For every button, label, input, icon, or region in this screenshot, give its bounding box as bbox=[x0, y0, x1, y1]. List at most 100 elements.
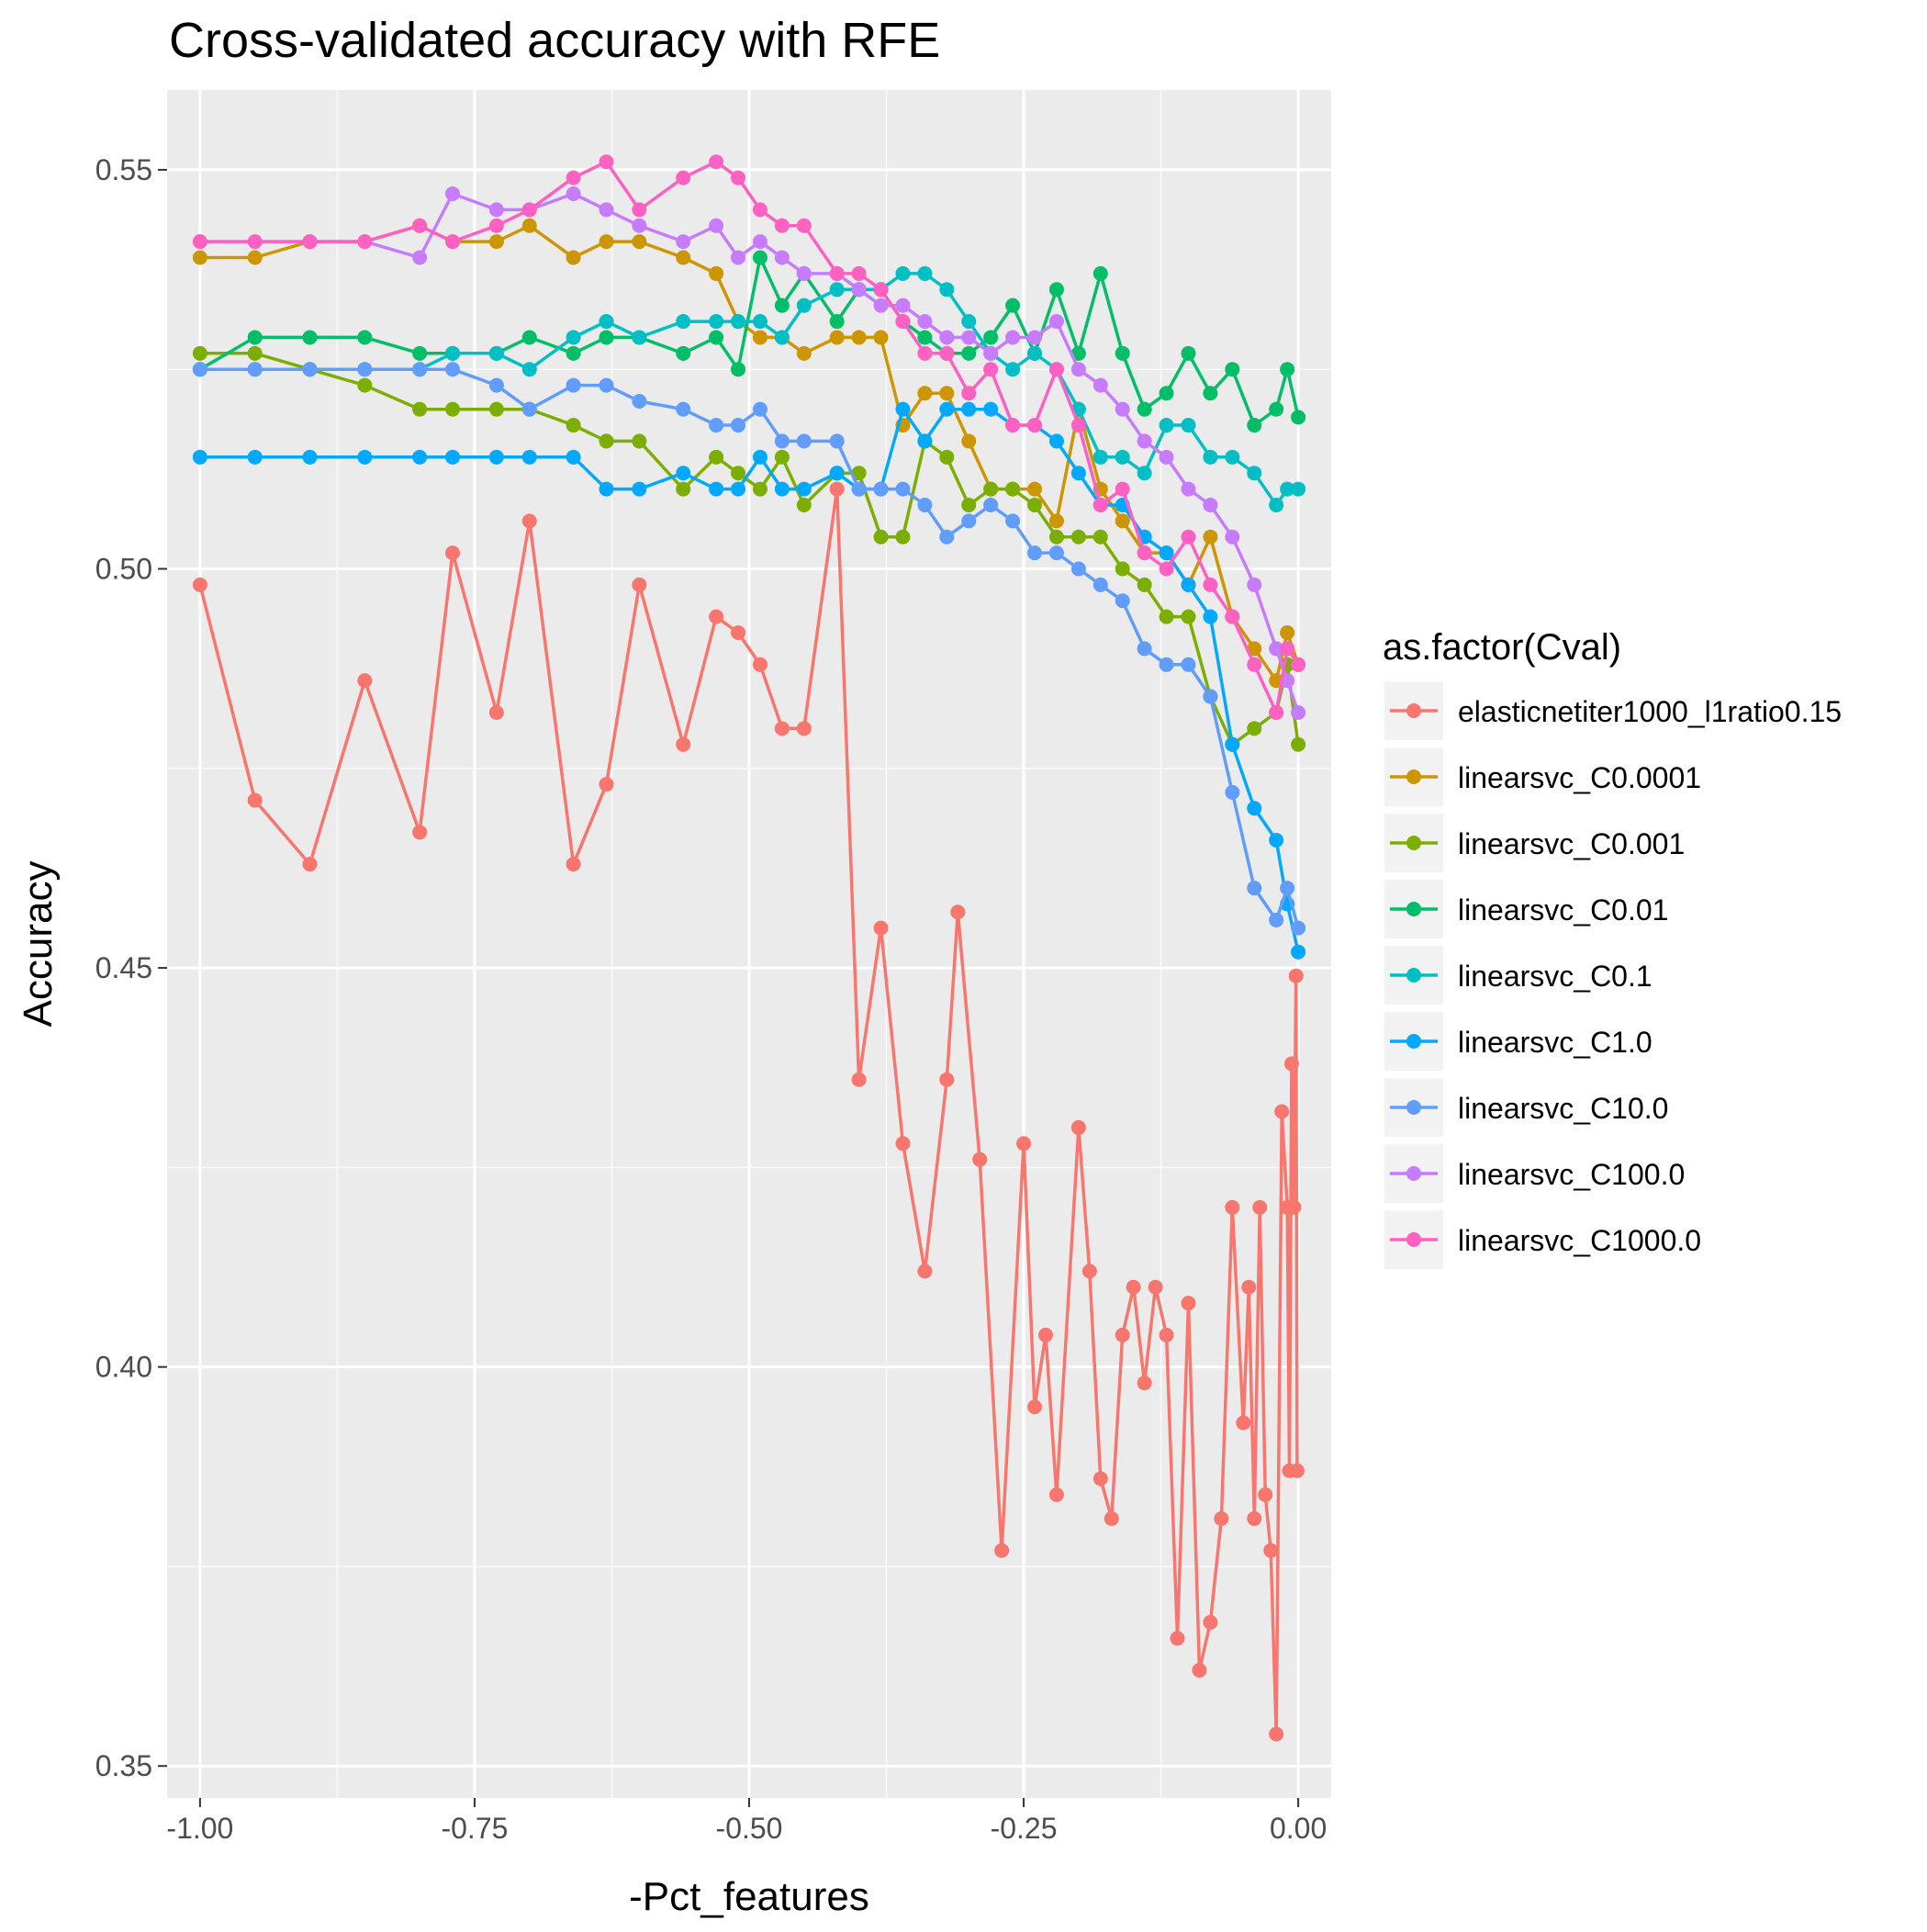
data-point bbox=[829, 330, 845, 345]
data-point bbox=[983, 345, 999, 361]
series-linearsvc_C10.0 bbox=[192, 362, 1306, 936]
data-point bbox=[1181, 657, 1196, 672]
legend-key-point bbox=[1406, 836, 1421, 850]
legend-label: linearsvc_C0.01 bbox=[1458, 893, 1668, 927]
data-point bbox=[774, 449, 790, 465]
data-point bbox=[851, 1072, 867, 1087]
data-point bbox=[939, 386, 955, 401]
data-point bbox=[521, 401, 537, 417]
data-point bbox=[917, 345, 933, 361]
data-point bbox=[1247, 577, 1262, 592]
data-point bbox=[488, 377, 504, 393]
data-point bbox=[247, 449, 263, 465]
data-point bbox=[412, 218, 428, 233]
data-point bbox=[1247, 721, 1262, 736]
data-point bbox=[961, 314, 977, 330]
data-point bbox=[1005, 418, 1021, 433]
data-point bbox=[731, 362, 746, 377]
data-point bbox=[873, 529, 889, 545]
data-point bbox=[731, 625, 746, 641]
data-point bbox=[1092, 1471, 1108, 1487]
data-point bbox=[1137, 545, 1152, 561]
data-point bbox=[1137, 466, 1152, 481]
data-point bbox=[983, 497, 999, 512]
data-point bbox=[895, 529, 911, 545]
data-point bbox=[1247, 641, 1262, 657]
data-point bbox=[1225, 449, 1240, 465]
data-point bbox=[895, 401, 911, 417]
data-point bbox=[774, 250, 790, 265]
data-point bbox=[752, 481, 767, 497]
data-point bbox=[599, 234, 614, 250]
data-point bbox=[917, 386, 933, 401]
data-point bbox=[1236, 1415, 1251, 1431]
data-point bbox=[1291, 944, 1306, 960]
data-point bbox=[994, 1543, 1010, 1558]
data-point bbox=[1070, 345, 1086, 361]
data-point bbox=[983, 481, 999, 497]
data-point bbox=[709, 265, 724, 281]
data-point bbox=[445, 401, 461, 417]
data-point bbox=[599, 481, 614, 497]
data-point bbox=[895, 265, 911, 281]
x-tick-label: 0.00 bbox=[1270, 1812, 1327, 1845]
data-point bbox=[445, 449, 461, 465]
data-point bbox=[1115, 449, 1130, 465]
legend-title: as.factor(Cval) bbox=[1383, 627, 1621, 668]
data-point bbox=[829, 265, 845, 281]
data-point bbox=[302, 857, 318, 872]
data-point bbox=[1092, 577, 1108, 592]
data-point bbox=[357, 362, 373, 377]
legend-label: linearsvc_C100.0 bbox=[1458, 1158, 1685, 1191]
data-point bbox=[192, 345, 207, 361]
data-point bbox=[829, 314, 845, 330]
data-point bbox=[796, 218, 812, 233]
data-point bbox=[1027, 330, 1043, 345]
data-point bbox=[247, 250, 263, 265]
data-point bbox=[357, 673, 373, 689]
data-point bbox=[731, 481, 746, 497]
data-point bbox=[632, 433, 647, 449]
data-point bbox=[1280, 362, 1295, 377]
data-point bbox=[1181, 577, 1196, 592]
data-point bbox=[939, 345, 955, 361]
data-point bbox=[774, 330, 790, 345]
legend-label: linearsvc_C10.0 bbox=[1458, 1092, 1668, 1125]
data-point bbox=[1159, 657, 1174, 672]
data-point bbox=[1181, 345, 1196, 361]
data-point bbox=[1181, 418, 1196, 433]
data-point bbox=[1027, 481, 1043, 497]
legend-item: linearsvc_C0.0001 bbox=[1384, 747, 1701, 806]
data-point bbox=[1070, 418, 1086, 433]
data-point bbox=[1005, 481, 1021, 497]
data-point bbox=[1286, 1199, 1302, 1215]
data-point bbox=[851, 282, 867, 298]
data-point bbox=[1289, 1463, 1305, 1478]
data-point bbox=[731, 314, 746, 330]
legend: as.factor(Cval) elasticnetiter1000_l1rat… bbox=[1383, 627, 1842, 1269]
data-point bbox=[829, 282, 845, 298]
data-point bbox=[1126, 1279, 1141, 1295]
data-point bbox=[917, 265, 933, 281]
data-point bbox=[1269, 704, 1284, 720]
data-point bbox=[895, 481, 911, 497]
data-point bbox=[1269, 497, 1284, 512]
data-point bbox=[1247, 881, 1262, 896]
data-point bbox=[709, 449, 724, 465]
data-point bbox=[1159, 561, 1174, 577]
data-point bbox=[1225, 736, 1240, 752]
data-point bbox=[774, 433, 790, 449]
data-point bbox=[1291, 736, 1306, 752]
series-elasticnetiter1000_l1ratio0.15 bbox=[192, 481, 1305, 1742]
data-point bbox=[1203, 689, 1218, 704]
data-point bbox=[357, 234, 373, 250]
data-point bbox=[1247, 418, 1262, 433]
data-point bbox=[709, 314, 724, 330]
data-point bbox=[939, 449, 955, 465]
data-point bbox=[1283, 1056, 1299, 1072]
data-point bbox=[851, 265, 867, 281]
data-point bbox=[709, 418, 724, 433]
data-point bbox=[357, 330, 373, 345]
data-point bbox=[774, 721, 790, 736]
data-point bbox=[599, 330, 614, 345]
